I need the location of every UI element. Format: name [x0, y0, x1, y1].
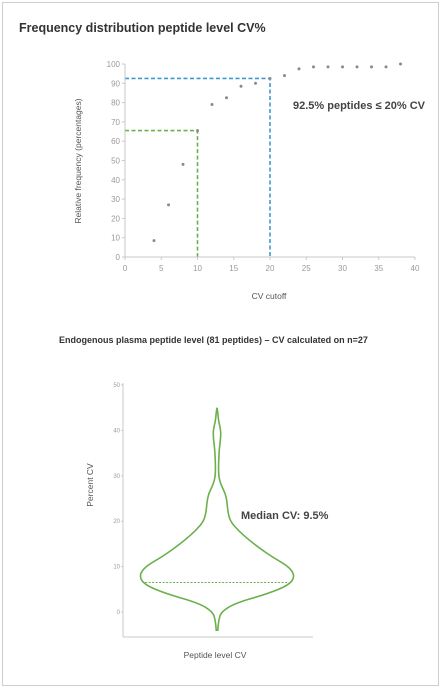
chart1-y-tick-label: 60 [111, 137, 120, 146]
chart2-y-tick-label: 50 [113, 383, 120, 389]
chart1-data-point [196, 129, 199, 133]
chart1-y-axis-label: Relative frequency (percentages) [73, 98, 83, 223]
chart1-data-point [181, 162, 185, 166]
chart1-data-point [355, 65, 359, 69]
chart1-data-point [254, 81, 257, 85]
chart2-y-tick-label: 40 [113, 428, 120, 434]
chart1-data-point [283, 74, 286, 78]
chart1-y-tick-label: 10 [111, 234, 120, 243]
chart1-y-tick-label: 70 [111, 118, 120, 127]
figure-frame [2, 2, 439, 686]
chart1-data-point [225, 96, 228, 100]
chart1-axes: 0 10 20 30 40 50 60 70 80 90 100 0 5 10 15 20 25 30 35 40 [107, 60, 420, 273]
chart1-data-point [370, 65, 373, 69]
chart1-data-point [312, 65, 315, 69]
chart1-data-point [341, 65, 344, 69]
chart1-data-point [326, 65, 330, 69]
chart1-x-tick-label: 0 [123, 264, 128, 273]
chart1-annotation: 92.5% peptides ≤ 20% CV [293, 100, 426, 112]
chart1-data-point [210, 103, 214, 107]
chart2-y-tick-label: 0 [117, 610, 121, 616]
chart1-data-point [268, 76, 272, 80]
chart2-x-axis-label: Peptide level CV [184, 650, 247, 660]
chart1-y-tick-label: 40 [111, 176, 120, 185]
chart1-y-tick-label: 0 [116, 253, 121, 262]
chart1-y-tick-label: 50 [111, 157, 120, 166]
chart1-data-point [297, 67, 301, 71]
chart1-data-point [239, 84, 243, 88]
chart1-data-point [399, 62, 402, 66]
chart1-points [152, 62, 402, 243]
chart1-x-tick-label: 25 [302, 264, 311, 273]
chart1-x-tick-label: 40 [411, 264, 420, 273]
chart1-guide-line [125, 129, 199, 257]
chart1-guide-lines [125, 77, 271, 257]
chart2-title: Endogenous plasma peptide level (81 pept… [59, 335, 368, 345]
chart2-y-axis-label: Percent CV [85, 463, 95, 507]
chart1-y-tick-label: 30 [111, 195, 120, 204]
chart1-x-tick-label: 20 [266, 264, 275, 273]
chart1-data-point [384, 65, 388, 69]
chart2-y-tick-label: 10 [113, 565, 120, 571]
chart2-y-tick-label: 20 [113, 519, 120, 525]
chart2-y-tick-label: 30 [113, 474, 120, 480]
chart1-x-tick-label: 15 [229, 264, 238, 273]
chart1-y-tick-label: 20 [111, 214, 120, 223]
chart2-annotation: Median CV: 9.5% [241, 510, 329, 522]
chart2-violin-shape [139, 407, 295, 631]
chart1-x-axis-label: CV cutoff [252, 291, 287, 301]
chart1-x-tick-label: 35 [374, 264, 383, 273]
chart1-x-tick-label: 10 [193, 264, 202, 273]
chart1-data-point [152, 239, 156, 243]
chart1-data-point [167, 203, 170, 207]
chart1-x-tick-label: 5 [159, 264, 164, 273]
chart1-y-tick-label: 90 [111, 79, 120, 88]
chart2-axes: 0 10 20 30 40 50 [113, 383, 313, 638]
chart1-title: Frequency distribution peptide level CV% [19, 21, 266, 35]
chart1-y-tick-label: 100 [107, 60, 121, 69]
chart1-y-tick-label: 80 [111, 99, 120, 108]
chart1-x-tick-label: 30 [338, 264, 347, 273]
